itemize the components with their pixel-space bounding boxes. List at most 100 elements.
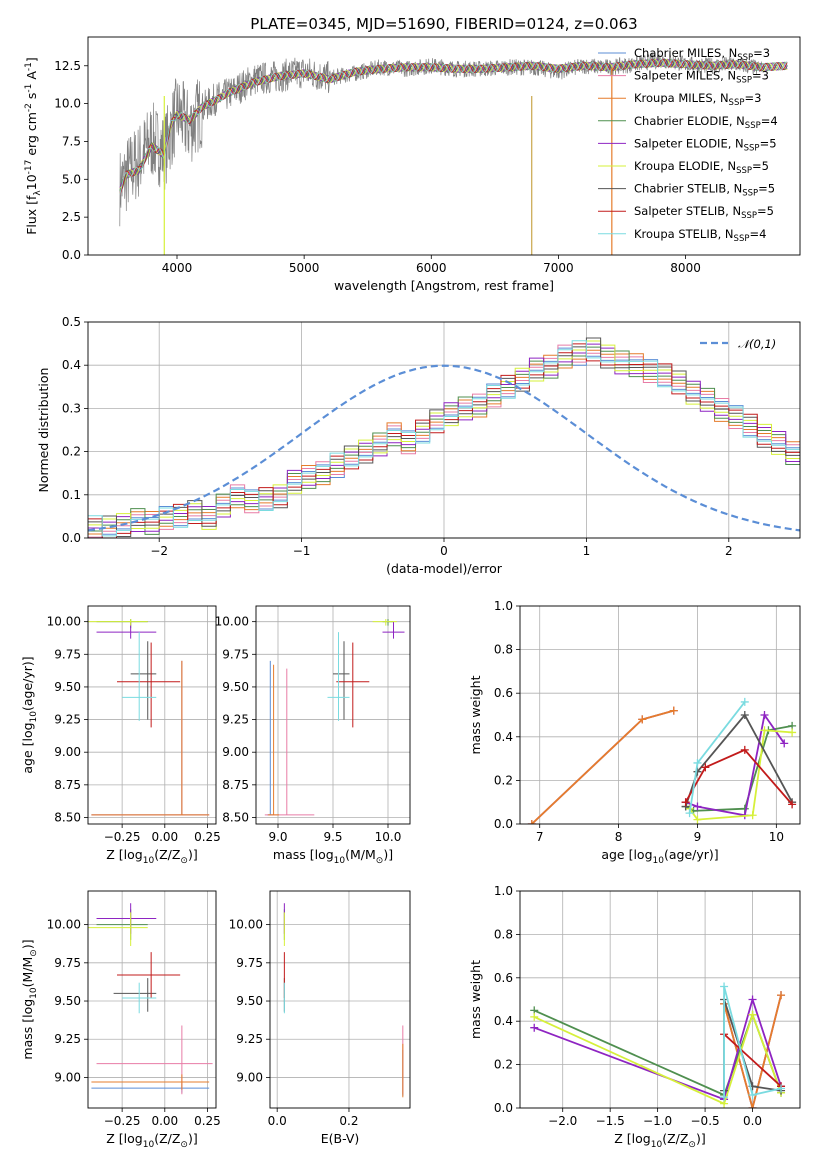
marker-kroupa-elodie	[788, 728, 797, 737]
y-tick-label: 9.25	[236, 1032, 263, 1046]
legend-label-kroupa-stelib: Kroupa STELIB, NSSP=4	[634, 227, 766, 244]
legend-label-chabrier-elodie: Chabrier ELODIE, NSSP=4	[634, 114, 778, 131]
legend-suffix: =5	[752, 159, 769, 173]
y-tick-label: 0.4	[494, 730, 513, 744]
legend-sub: SSP	[734, 234, 750, 244]
histogram-salpeter-elodie	[88, 343, 800, 533]
histogram-chabrier-stelib	[88, 337, 800, 537]
y-tick-label: 9.50	[54, 994, 81, 1008]
label-part: A	[24, 71, 39, 84]
histogram-kroupa-stelib	[88, 340, 800, 537]
plot-area	[88, 337, 800, 538]
marker-kroupa-stelib	[685, 809, 694, 818]
label-part: )]	[696, 1131, 706, 1146]
x-tick-label: 7	[536, 830, 544, 844]
marker-kroupa-stelib	[720, 982, 729, 991]
panels: 4000 5000 6000 7000 80000.02.55.07.510.012.5…	[20, 36, 801, 1150]
x-tick-label: −2.0	[548, 1114, 577, 1128]
y-axis-label: mass [log10(M/M⊙)]	[20, 939, 39, 1059]
marker-salpeter-elodie	[760, 711, 769, 719]
y-tick-label: 0.8	[494, 927, 513, 941]
marker-kroupa-elodie	[760, 726, 769, 735]
label-part: 10	[653, 856, 665, 866]
label-part: (data-model)/error	[386, 561, 503, 576]
x-tick-label: −0.5	[691, 1114, 720, 1128]
axes-frame	[87, 321, 801, 539]
label-part: E(B-V)	[321, 1131, 360, 1146]
marker-kroupa-miles	[777, 991, 786, 1000]
y-tick-label: 0.0	[62, 531, 81, 545]
y-tick-label: 9.75	[54, 647, 81, 661]
legend-suffix: =3	[744, 91, 761, 105]
y-tick-label: 12.5	[54, 59, 81, 73]
y-tick-label: 5.0	[62, 172, 81, 186]
series-line-kroupa-stelib	[723, 986, 782, 1098]
label-part: (M/M	[345, 847, 376, 862]
y-tick-label: 10.00	[229, 918, 263, 932]
y-tick-label: 1.0	[494, 599, 513, 613]
plot-area	[530, 982, 786, 1108]
x-axis-label: E(B-V)	[321, 1131, 360, 1146]
label-part: Flux [f	[24, 195, 39, 235]
marker-kroupa-stelib	[720, 1093, 729, 1102]
x-tick-label: −2	[150, 544, 168, 558]
y-tick-label: 0.0	[494, 817, 513, 831]
x-tick-label: −0.25	[104, 830, 141, 844]
x-tick-label: 7000	[543, 261, 574, 275]
y-tick-label: 10.00	[215, 615, 249, 629]
y-tick-label: 8.75	[222, 778, 249, 792]
legend-suffix: =3	[753, 46, 770, 60]
marker-kroupa-miles	[748, 1104, 757, 1108]
marker-salpeter-stelib	[788, 800, 797, 809]
panel-age-vs-z: −0.25 0.00 0.25 8.50 8.75 9.00 9.25 9.50 9.75 10.…	[20, 605, 221, 866]
label-part: mass [log	[20, 999, 35, 1060]
label-part: 10	[29, 711, 39, 723]
y-tick-label: 0.5	[62, 315, 81, 329]
label-part: ]	[24, 57, 39, 62]
label-part: ⊙	[180, 856, 188, 866]
label-part: (Z/Z	[154, 1131, 180, 1146]
y-tick-label: 0.2	[494, 773, 513, 787]
legend-label-salpeter-stelib: Salpeter STELIB, NSSP=5	[634, 204, 774, 221]
y-tick-label: 10.00	[47, 615, 81, 629]
label-part: ⊙	[688, 1140, 696, 1150]
marker-kroupa-elodie	[530, 1012, 539, 1021]
x-axis-label: wavelength [Angstrom, rest frame]	[334, 278, 554, 293]
label-part: )]	[188, 847, 198, 862]
label-part: 10	[143, 856, 155, 866]
series-line-kroupa-miles	[723, 994, 782, 1108]
label-part: mass weight	[468, 960, 483, 1039]
legend-text: Kroupa ELODIE, N	[634, 159, 736, 173]
label-part: Normed distribution	[36, 368, 51, 493]
y-tick-label: 9.25	[222, 713, 249, 727]
label-part: s	[24, 93, 39, 104]
plot-area	[88, 903, 213, 1095]
axes-frame	[87, 605, 217, 825]
label-part: ⊙	[180, 1140, 188, 1150]
x-axis-label: Z [log10(Z/Z⊙)]	[106, 847, 197, 866]
label-part: -1	[24, 62, 34, 71]
x-tick-label: −1	[293, 544, 311, 558]
label-part: ⊙	[29, 949, 39, 957]
y-tick-label: 8.50	[54, 810, 81, 824]
plot-area	[264, 619, 405, 816]
y-tick-label: 9.00	[222, 745, 249, 759]
y-axis-label: Normed distribution	[36, 368, 51, 493]
label-part: erg cm	[24, 112, 39, 160]
panel-mass-weight-vs-z: −2.0 −1.5 −1.0 −0.5 0.0 0.0 0.2 0.4 0.6 0.8 1.0 Z […	[468, 884, 801, 1150]
x-tick-label: −1.5	[596, 1114, 625, 1128]
axes-frame	[519, 605, 801, 825]
x-tick-label: 9.5	[323, 830, 342, 844]
label-part: age [log	[20, 722, 35, 773]
plot-area	[527, 697, 797, 824]
marker-salpeter-stelib	[681, 798, 690, 807]
legend-suffix: =4	[761, 114, 778, 128]
legend-sub: SSP	[741, 211, 757, 221]
legend-sub: SSP	[744, 143, 760, 153]
y-tick-label: 7.5	[62, 134, 81, 148]
x-axis-label: Z [log10(Z/Z⊙)]	[614, 1131, 705, 1150]
x-tick-label: 0.0	[268, 1114, 287, 1128]
y-tick-label: 9.25	[54, 1032, 81, 1046]
